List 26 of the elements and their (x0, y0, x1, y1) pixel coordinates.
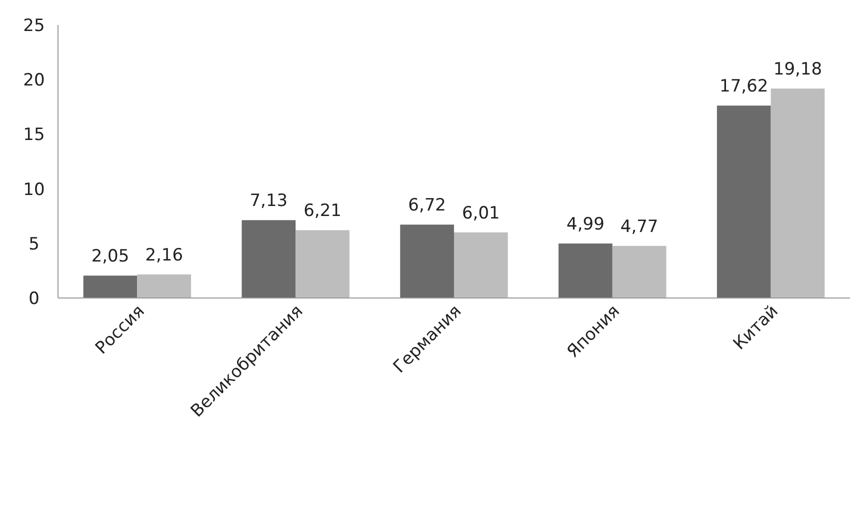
data-label: 7,13 (250, 191, 288, 212)
y-tick-label: 20 (23, 70, 45, 91)
y-tick-label: 10 (23, 180, 45, 200)
y-tick-label: 15 (23, 125, 45, 146)
data-label: 17,62 (720, 76, 768, 97)
bar (454, 232, 508, 298)
bar (612, 246, 666, 298)
bar (716, 106, 771, 298)
y-tick-label: 5 (28, 234, 40, 254)
bar (770, 88, 825, 298)
bar (400, 224, 454, 298)
data-label: 2,16 (145, 245, 184, 266)
bar (83, 276, 138, 298)
data-label: 19,18 (773, 60, 822, 80)
y-tick-label: 0 (28, 289, 40, 309)
data-label: 4,99 (566, 214, 604, 235)
bar (296, 230, 350, 298)
data-label: 4,77 (620, 216, 658, 237)
data-label: 6,72 (408, 196, 446, 216)
bar (558, 244, 612, 298)
data-label: 6,01 (462, 203, 500, 224)
data-label: 2,05 (91, 246, 130, 267)
y-tick-label: 25 (23, 16, 45, 36)
bar (137, 274, 192, 298)
data-label: 6,21 (304, 201, 342, 222)
bar (242, 220, 296, 298)
